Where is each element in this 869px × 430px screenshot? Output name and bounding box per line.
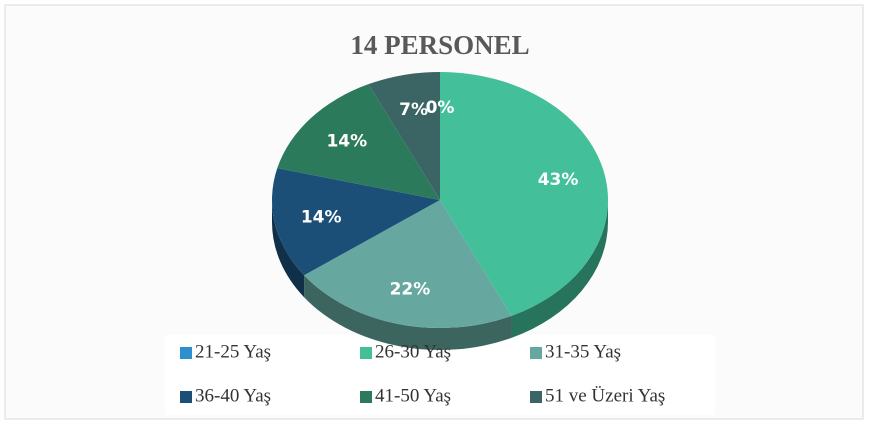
pie-slice-side xyxy=(304,275,512,350)
pie-slice xyxy=(272,168,440,276)
legend-swatch xyxy=(360,347,372,359)
data-label: 0% xyxy=(426,98,455,118)
pie-slice-side xyxy=(511,200,608,338)
pie-slice-side xyxy=(272,200,305,298)
legend-swatch xyxy=(360,391,372,403)
legend-swatch xyxy=(180,347,192,359)
chart-title: 14 PERSONEL xyxy=(350,30,529,60)
legend-label: 41-50 Yaş xyxy=(375,385,451,406)
legend-label: 31-35 Yaş xyxy=(545,341,621,362)
data-label: 14% xyxy=(301,207,342,227)
data-label: 14% xyxy=(326,131,367,151)
legend-swatch xyxy=(530,347,542,359)
data-label: 43% xyxy=(538,170,579,190)
legend-label: 51 ve Üzeri Yaş xyxy=(545,385,665,406)
pie-slice xyxy=(368,72,440,200)
legend-label: 21-25 Yaş xyxy=(195,341,271,362)
data-label: 7% xyxy=(399,100,428,120)
legend-swatch xyxy=(180,391,192,403)
data-label: 22% xyxy=(390,279,431,299)
legend-label: 36-40 Yaş xyxy=(195,385,271,406)
pie-slice xyxy=(440,72,608,316)
legend-swatch xyxy=(530,391,542,403)
pie-slice xyxy=(304,200,512,329)
legend-label: 26-30 Yaş xyxy=(375,341,451,362)
pie-slice xyxy=(277,84,440,200)
